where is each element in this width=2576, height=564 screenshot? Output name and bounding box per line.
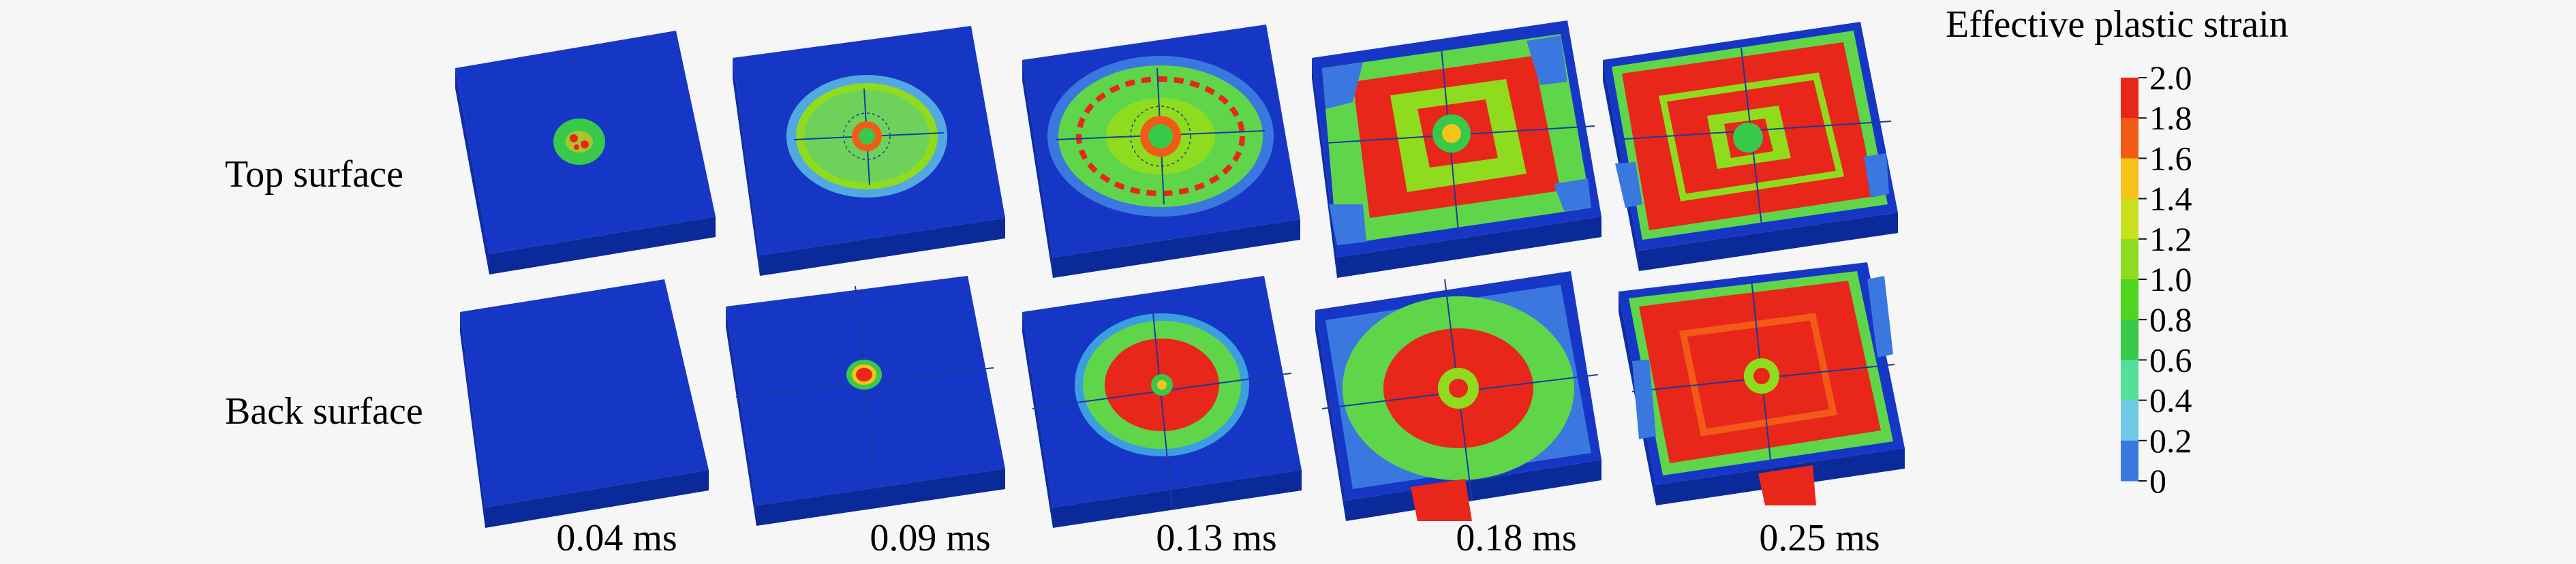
legend-tick-label: 0.4	[2149, 381, 2192, 420]
panel-back-0.04ms	[460, 279, 709, 528]
legend-color-band	[2121, 400, 2138, 441]
legend-tick-label: 1.8	[2149, 99, 2192, 137]
legend-color-band	[2121, 319, 2138, 360]
time-label-4: 0.18 ms	[1456, 517, 1576, 559]
panel-back-0.09ms	[726, 276, 1005, 526]
time-label-5: 0.25 ms	[1759, 517, 1880, 559]
panel-top-0.25ms	[1603, 22, 1898, 271]
legend-tick-label: 2.0	[2149, 59, 2192, 97]
panel-back-0.18ms	[1315, 271, 1601, 521]
row-label-back: Back surface	[225, 390, 423, 433]
legend-color-band	[2121, 238, 2138, 280]
legend-tick-label: 0.2	[2149, 422, 2192, 460]
legend-tick-label: 0.8	[2149, 300, 2192, 339]
panel-back-0.13ms	[1022, 276, 1302, 528]
row-label-top: Top surface	[225, 153, 403, 195]
panel-top-0.04ms	[455, 31, 716, 275]
legend-color-band	[2121, 360, 2138, 401]
legend-tick-label: 1.6	[2149, 139, 2192, 177]
panel-top-0.18ms	[1312, 20, 1601, 278]
legend-tick-label: 1.2	[2149, 220, 2192, 258]
time-label-1: 0.04 ms	[556, 517, 677, 559]
legend-color-band	[2121, 158, 2138, 200]
panel-back-0.25ms	[1619, 262, 1905, 505]
panel-top-0.09ms	[733, 26, 1005, 276]
legend-title: Effective plastic strain	[1946, 3, 2288, 46]
legend-ticks: 2.01.81.61.41.21.00.80.60.40.20	[2138, 59, 2192, 500]
time-label-2: 0.09 ms	[870, 517, 990, 559]
legend-color-band	[2121, 440, 2138, 482]
legend-tick-label: 1.0	[2149, 260, 2192, 298]
time-label-3: 0.13 ms	[1156, 517, 1276, 559]
legend-tick-label: 0.6	[2149, 341, 2192, 379]
legend-tick-label: 1.4	[2149, 180, 2192, 218]
legend-color-band	[2121, 78, 2138, 119]
legend-tick-label: 0	[2149, 462, 2166, 500]
panel-top-0.13ms	[1022, 25, 1300, 278]
legend-colorbar	[2121, 78, 2138, 482]
legend-color-band	[2121, 279, 2138, 320]
legend-color-band	[2121, 198, 2138, 240]
legend-color-band	[2121, 118, 2138, 159]
